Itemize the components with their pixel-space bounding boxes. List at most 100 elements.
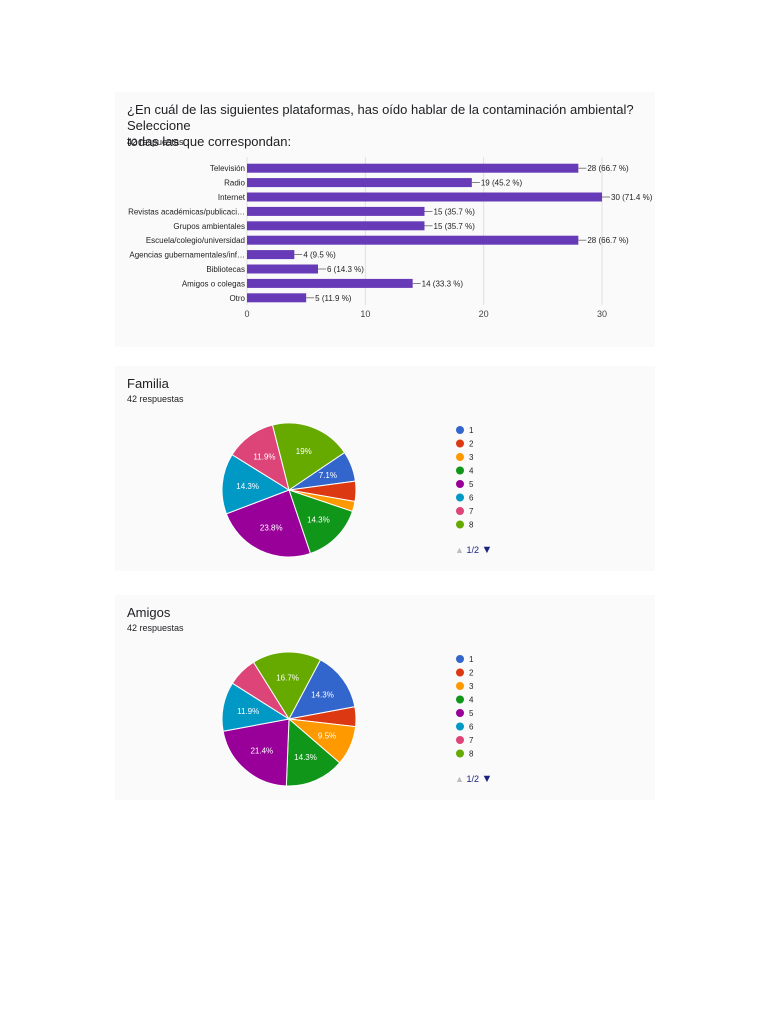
data-label: 30 (71.4 %)	[611, 193, 653, 202]
slice-label: 7.1%	[319, 471, 337, 480]
response-count: 42 respuestas	[127, 394, 184, 404]
legend-marker	[456, 520, 464, 529]
category-label: Revistas académicas/publicaci…	[128, 207, 245, 216]
legend-marker	[456, 655, 464, 663]
legend-label: 1	[469, 655, 474, 664]
legend-marker	[456, 507, 464, 515]
familia-chart-card: Familia 42 respuestas 7.1% 14.3% 23.8% 14.3…	[115, 366, 655, 571]
legend-label: 1	[469, 426, 474, 435]
slice-label: 9.5%	[318, 732, 336, 741]
question-title: Amigos	[127, 605, 171, 620]
bar-chart: 0 10 20 30 Televisión 28 (66.7 %) Radio 19 (45.…	[128, 157, 653, 319]
legend-label: 6	[469, 723, 474, 732]
category-label: Escuela/colegio/universidad	[146, 236, 245, 245]
pie-slice	[222, 718, 290, 787]
pie-slice	[252, 651, 322, 720]
pie-slice	[285, 717, 341, 787]
data-label: 19 (45.2 %)	[481, 179, 523, 188]
legend-marker	[456, 709, 464, 717]
legend-label: 6	[469, 494, 474, 503]
amigos-pie-chart: 14.3% 9.5% 14.3% 21.4% 11.9% 16.7% 1 2 3 4 5 6 7 8	[221, 651, 474, 787]
bar	[247, 178, 472, 188]
legend-label: 8	[469, 750, 474, 759]
legend-marker	[456, 480, 464, 488]
legend-label: 2	[469, 440, 474, 449]
previous-page-icon[interactable]: ▲	[455, 774, 464, 784]
legend-marker	[456, 426, 464, 434]
bar	[247, 221, 425, 231]
x-tick-label: 30	[597, 309, 607, 319]
data-label: 4 (9.5 %)	[303, 251, 336, 260]
data-label: 5 (11.9 %)	[315, 294, 352, 303]
question-title-line-2: todas las que correspondan:	[127, 134, 292, 149]
category-label: Otro	[229, 294, 245, 303]
bar	[247, 293, 307, 303]
bar	[247, 250, 295, 260]
bar	[247, 264, 318, 274]
legend-label: 4	[469, 696, 474, 705]
x-tick-label: 20	[479, 309, 489, 319]
pie-slice	[271, 422, 346, 491]
bar	[247, 192, 602, 202]
pager-label: 1/2	[466, 545, 479, 555]
legend-marker	[456, 722, 464, 731]
bar	[247, 278, 413, 288]
legend-label: 3	[469, 682, 474, 691]
pie-slice	[288, 659, 356, 720]
question-title: ¿En cuál de las siguientes plataformas, …	[127, 102, 655, 150]
slice-label: 19%	[296, 447, 312, 456]
bar	[247, 163, 579, 173]
bar	[247, 235, 579, 245]
category-label: Bibliotecas	[206, 265, 245, 274]
category-label: Radio	[224, 179, 245, 188]
slice-label: 23.8%	[260, 524, 283, 533]
slice-label: 21.4%	[250, 746, 273, 755]
x-tick-label: 0	[244, 309, 249, 319]
legend-marker	[456, 695, 464, 704]
legend-label: 7	[469, 507, 474, 516]
legend-pager: ▲ 1/2 ▼	[455, 544, 492, 556]
slice-label: 14.3%	[236, 482, 259, 491]
data-label: 28 (66.7 %)	[587, 164, 629, 173]
pager-label: 1/2	[466, 774, 479, 784]
bar-chart-card: ¿En cuál de las siguientes plataformas, …	[115, 92, 655, 347]
category-label: Agencias gubernamentales/inf…	[129, 251, 245, 260]
pie-slice	[225, 489, 312, 558]
slice-label: 14.3%	[307, 515, 330, 524]
pie-slice	[288, 489, 354, 555]
familia-pie-chart: 7.1% 14.3% 23.8% 14.3% 11.9% 19% 1 2 3 4 5 6 7 8	[221, 422, 474, 558]
data-label: 15 (35.7 %)	[434, 207, 476, 216]
response-count: 42 respuestas	[127, 137, 184, 147]
data-label: 6 (14.3 %)	[327, 265, 364, 274]
response-count: 42 respuestas	[127, 623, 184, 633]
pie-slice	[221, 453, 291, 515]
bar	[247, 206, 425, 216]
next-page-icon[interactable]: ▼	[481, 544, 493, 556]
slice-label: 11.9%	[253, 452, 275, 461]
slice-label: 14.3%	[294, 753, 317, 762]
legend-label: 3	[469, 453, 474, 462]
legend-marker	[456, 668, 464, 677]
category-label: Televisión	[210, 164, 245, 173]
data-label: 28 (66.7 %)	[587, 236, 629, 245]
legend-marker	[456, 439, 464, 448]
category-label: Grupos ambientales	[173, 222, 245, 231]
legend-label: 7	[469, 736, 474, 745]
x-tick-label: 10	[360, 309, 370, 319]
slice-label: 14.3%	[311, 690, 334, 699]
legend-label: 5	[469, 480, 474, 489]
slice-label: 16.7%	[276, 673, 299, 682]
question-title: Familia	[127, 376, 169, 391]
legend-marker	[456, 466, 464, 475]
next-page-icon[interactable]: ▼	[481, 773, 493, 785]
category-label: Amigos o colegas	[182, 279, 245, 288]
previous-page-icon[interactable]: ▲	[455, 545, 464, 555]
legend-label: 2	[469, 669, 474, 678]
legend-pager: ▲ 1/2 ▼	[455, 773, 492, 785]
legend-label: 8	[469, 521, 474, 530]
category-label: Internet	[218, 193, 246, 202]
legend-marker	[456, 453, 464, 461]
data-label: 15 (35.7 %)	[434, 222, 476, 231]
legend-marker	[456, 682, 464, 690]
data-label: 14 (33.3 %)	[422, 279, 464, 288]
